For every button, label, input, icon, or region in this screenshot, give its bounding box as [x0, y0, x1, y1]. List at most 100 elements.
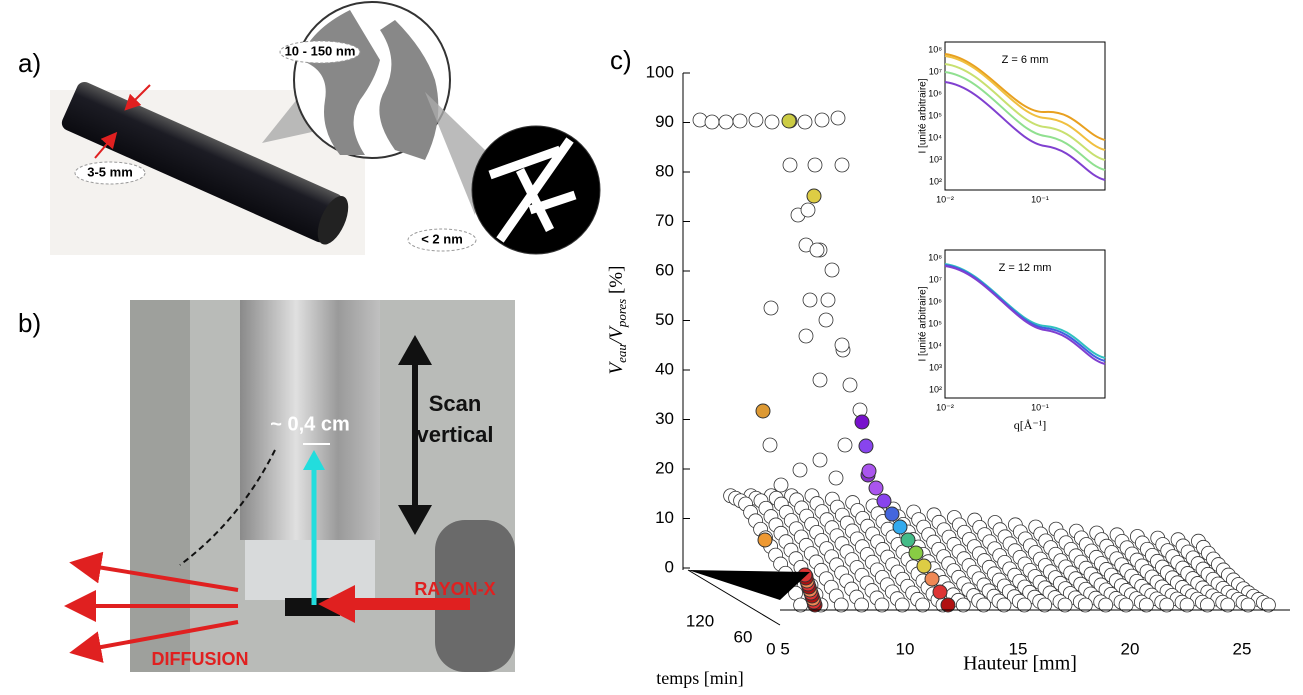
insets: Z = 6 mmI [unité arbitraire]10⁸10⁷10⁶10⁵… [918, 42, 1105, 432]
marker [749, 113, 763, 127]
marker [917, 559, 931, 573]
y-tick-label: 100 [646, 62, 674, 81]
marker [705, 115, 719, 129]
marker [885, 507, 899, 521]
marker [835, 158, 849, 172]
label-part: eau [614, 344, 629, 363]
x-tick-label: 15 [1009, 639, 1028, 658]
annotation: DIFFUSION [152, 649, 249, 669]
inset-x-label: q[Å⁻¹] [1014, 418, 1047, 432]
inset-y-tick: 10⁷ [929, 274, 942, 284]
marker [933, 585, 947, 599]
marker [825, 263, 839, 277]
inset-y-tick: 10⁷ [929, 66, 942, 76]
marker [783, 158, 797, 172]
inset-title: Z = 12 mm [999, 262, 1052, 274]
inset-y-tick: 10³ [929, 362, 942, 372]
y-tick-label: 50 [655, 310, 674, 329]
x-tick-label: 0 5 [766, 639, 790, 658]
annotation: 10 - 150 nm [285, 43, 356, 58]
inset-y-tick: 10² [929, 176, 942, 186]
marker [869, 481, 883, 495]
figure: a) 3-5 mm 10 - 150 nm < 2 nm b) Scan ver… [0, 0, 1303, 690]
sample-holder [245, 540, 375, 600]
axis-title: Veau/Vpores [%] [606, 266, 629, 375]
marker [763, 438, 777, 452]
marker [798, 115, 812, 129]
inset-x-tick: 10⁻² [936, 194, 954, 204]
marker [803, 293, 817, 307]
t-tick-label: 120 [686, 611, 714, 630]
marker [819, 313, 833, 327]
marker [807, 189, 821, 203]
panel-label: c) [610, 45, 632, 75]
marker [843, 378, 857, 392]
marker [909, 546, 923, 560]
inset-y-tick: 10⁶ [928, 296, 942, 306]
x-tick-label: 25 [1233, 639, 1252, 658]
inset-y-tick: 10⁸ [928, 44, 942, 54]
marker [764, 301, 778, 315]
marker [855, 415, 869, 429]
annotation: < 2 nm [421, 231, 463, 246]
y-tick-label: 20 [655, 458, 674, 477]
marker [765, 115, 779, 129]
marker [838, 438, 852, 452]
photo-bg [130, 300, 190, 672]
marker [893, 520, 907, 534]
inset-y-tick: 10⁶ [928, 88, 942, 98]
marker [801, 203, 815, 217]
axis-title: temps [min] [656, 668, 744, 688]
marker [774, 478, 788, 492]
inset-y-label: I [unité arbitraire] [918, 78, 929, 153]
y-tick-label: 60 [655, 260, 674, 279]
inset-x-tick: 10⁻¹ [1031, 194, 1049, 204]
marker [815, 113, 829, 127]
marker [813, 373, 827, 387]
inset-y-tick: 10³ [929, 154, 942, 164]
y-tick-label: 0 [665, 557, 674, 576]
y-tick-label: 80 [655, 161, 674, 180]
marker [831, 111, 845, 125]
y-tick-label: 90 [655, 112, 674, 131]
marker [782, 114, 796, 128]
annotation: vertical [416, 422, 493, 447]
marker [810, 243, 824, 257]
arrow [350, 598, 470, 610]
marker [835, 338, 849, 352]
inset-y-tick: 10⁴ [928, 132, 942, 142]
marker [821, 293, 835, 307]
label-part: [%] [606, 266, 627, 299]
marker [733, 114, 747, 128]
annotation: RAYON-X [414, 579, 495, 599]
marker [901, 533, 915, 547]
marker [877, 494, 891, 508]
y-tick-label: 40 [655, 359, 674, 378]
marker [756, 404, 770, 418]
marker [925, 572, 939, 586]
inset-x-tick: 10⁻¹ [1031, 402, 1049, 412]
panel-label: b) [18, 308, 41, 338]
y-tick-label: 70 [655, 211, 674, 230]
annotation: 3-5 mm [87, 164, 133, 179]
marker [862, 464, 876, 478]
panel-label: a) [18, 48, 41, 78]
y-tick-label: 10 [655, 508, 674, 527]
t-tick-label: 60 [734, 627, 753, 646]
annotation: ~ 0,4 cm [270, 413, 350, 435]
marker [758, 533, 772, 547]
annotation: Scan [429, 391, 482, 416]
marker [859, 439, 873, 453]
inset-y-tick: 10⁵ [928, 318, 942, 328]
marker [793, 463, 807, 477]
marker [799, 329, 813, 343]
marker [813, 453, 827, 467]
inset-y-tick: 10⁵ [928, 110, 942, 120]
x-tick-label: 20 [1121, 639, 1140, 658]
marker [808, 158, 822, 172]
marker [719, 115, 733, 129]
inset-y-label: I [unité arbitraire] [918, 286, 929, 361]
inset-y-tick: 10⁴ [928, 340, 942, 350]
label-part: pores [614, 299, 629, 328]
y-tick-label: 30 [655, 409, 674, 428]
